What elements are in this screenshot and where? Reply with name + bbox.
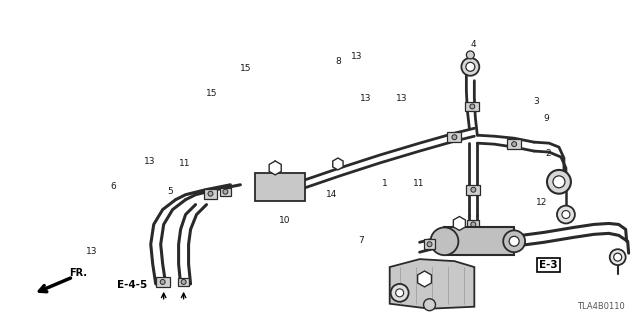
Text: 9: 9 — [543, 114, 549, 123]
Circle shape — [471, 187, 476, 192]
Text: 11: 11 — [413, 179, 424, 188]
Circle shape — [452, 135, 457, 140]
Circle shape — [396, 289, 404, 297]
Circle shape — [427, 242, 432, 247]
Circle shape — [614, 253, 621, 261]
Text: 10: 10 — [279, 216, 291, 225]
Bar — [156, 277, 170, 287]
Circle shape — [160, 279, 165, 284]
Circle shape — [466, 62, 475, 71]
Text: 2: 2 — [545, 149, 551, 158]
Bar — [444, 228, 514, 255]
Circle shape — [421, 276, 428, 283]
Bar — [424, 239, 435, 249]
Circle shape — [208, 191, 213, 196]
Bar — [507, 139, 521, 149]
Text: E-4-5: E-4-5 — [117, 280, 147, 290]
Bar — [178, 278, 189, 286]
Circle shape — [424, 299, 435, 311]
Text: FR.: FR. — [69, 268, 87, 278]
Bar — [467, 185, 480, 195]
Text: 13: 13 — [143, 157, 155, 166]
Text: 11: 11 — [179, 159, 190, 168]
Circle shape — [557, 206, 575, 223]
Circle shape — [511, 142, 516, 147]
Bar — [447, 132, 461, 142]
Bar — [204, 189, 218, 199]
Circle shape — [223, 189, 228, 194]
Text: 13: 13 — [396, 94, 407, 103]
Circle shape — [431, 228, 458, 255]
Circle shape — [547, 170, 571, 194]
Circle shape — [461, 58, 479, 76]
Polygon shape — [453, 217, 465, 230]
Circle shape — [562, 211, 570, 219]
Text: 15: 15 — [240, 63, 251, 73]
Bar — [467, 220, 479, 228]
Bar — [465, 101, 479, 111]
Text: 13: 13 — [86, 247, 98, 257]
Text: 13: 13 — [360, 94, 372, 103]
Circle shape — [471, 222, 476, 227]
Polygon shape — [418, 271, 431, 287]
Text: 5: 5 — [168, 187, 173, 196]
Circle shape — [553, 176, 565, 188]
Text: 8: 8 — [335, 57, 340, 66]
Text: 14: 14 — [326, 190, 337, 199]
Circle shape — [181, 279, 186, 284]
Text: 6: 6 — [110, 182, 116, 191]
Bar — [255, 173, 305, 201]
Text: 13: 13 — [351, 52, 363, 61]
Polygon shape — [390, 259, 474, 309]
Circle shape — [467, 51, 474, 59]
Circle shape — [470, 104, 475, 109]
Text: 3: 3 — [534, 97, 540, 106]
Text: 12: 12 — [536, 198, 547, 207]
Polygon shape — [333, 158, 343, 170]
Circle shape — [390, 284, 408, 302]
Text: TLA4B0110: TLA4B0110 — [577, 302, 625, 311]
Circle shape — [335, 161, 340, 167]
Text: 7: 7 — [358, 236, 364, 245]
Text: 1: 1 — [382, 179, 388, 188]
Text: 4: 4 — [470, 40, 476, 49]
Circle shape — [503, 230, 525, 252]
Bar — [220, 188, 231, 196]
Text: 15: 15 — [206, 89, 218, 98]
Circle shape — [272, 165, 278, 171]
Text: E-3: E-3 — [539, 260, 557, 270]
Circle shape — [456, 220, 463, 227]
Circle shape — [509, 236, 519, 246]
Polygon shape — [269, 161, 281, 175]
Circle shape — [610, 249, 626, 265]
